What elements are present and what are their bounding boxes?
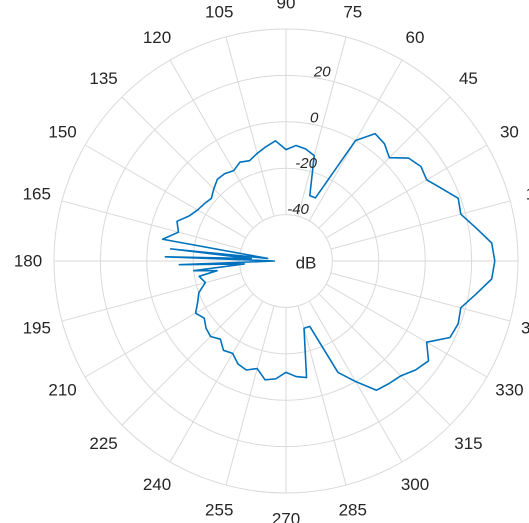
- series-line: [161, 132, 496, 392]
- angle-tick-label: 150: [48, 123, 76, 142]
- radius-tick-label: 20: [313, 64, 331, 81]
- grid-spoke: [169, 300, 264, 463]
- angle-tick-label: 90: [277, 0, 296, 13]
- angle-tick-label: 45: [459, 69, 478, 88]
- angle-tick-label: 300: [401, 475, 429, 494]
- angle-tick-label: 285: [339, 501, 367, 520]
- angle-tick-label: 195: [23, 318, 51, 337]
- grid-spoke: [325, 144, 488, 239]
- grid-spoke: [84, 144, 247, 239]
- angle-tick-label: 330: [495, 381, 523, 400]
- grid-spoke: [225, 36, 275, 217]
- series-layer: [161, 132, 496, 392]
- grid-spoke: [225, 305, 275, 486]
- angle-tick-label: 165: [23, 185, 51, 204]
- radius-tick-label: -20: [295, 155, 317, 172]
- grid-spoke: [325, 283, 488, 378]
- radius-tick-label: -40: [287, 201, 309, 218]
- angle-tick-label: 15: [526, 185, 529, 204]
- grid-spoke: [330, 200, 511, 250]
- angle-tick-labels: 0 15 30 45 60 75 90 105 120 135 150 165 180 195 210 225…: [14, 0, 529, 523]
- angle-tick-label: 30: [500, 123, 519, 142]
- grid-spoke: [61, 200, 242, 250]
- grid-spoke: [84, 283, 247, 378]
- grid-spoke: [318, 96, 451, 229]
- angle-tick-label: 120: [143, 28, 171, 47]
- angular-grid: [54, 29, 518, 493]
- angle-tick-label: 270: [272, 510, 300, 523]
- angle-tick-label: 255: [205, 501, 233, 520]
- angle-tick-label: 315: [454, 434, 482, 453]
- angle-tick-label: 345: [521, 318, 529, 337]
- grid-spoke: [318, 293, 451, 426]
- grid-spoke: [169, 59, 264, 222]
- grid-spoke: [297, 36, 347, 217]
- angle-tick-label: 180: [14, 252, 42, 271]
- grid-spoke: [121, 96, 254, 229]
- angle-tick-label: 105: [205, 2, 233, 21]
- radius-tick-labels: -40 -20 0 20: [287, 64, 331, 218]
- radius-unit-label: dB: [296, 254, 317, 273]
- grid-spoke: [121, 293, 254, 426]
- angle-tick-label: 135: [89, 69, 117, 88]
- angle-tick-label: 210: [48, 381, 76, 400]
- angle-tick-label: 225: [89, 434, 117, 453]
- grid-spoke: [297, 305, 347, 486]
- angle-tick-label: 240: [143, 475, 171, 494]
- radius-tick-label: 0: [310, 109, 319, 126]
- angle-tick-label: 60: [406, 28, 425, 47]
- grid-ring: [239, 214, 333, 308]
- angle-tick-label: 75: [343, 2, 362, 21]
- grid-spoke: [330, 272, 511, 322]
- grid-spoke: [61, 272, 242, 322]
